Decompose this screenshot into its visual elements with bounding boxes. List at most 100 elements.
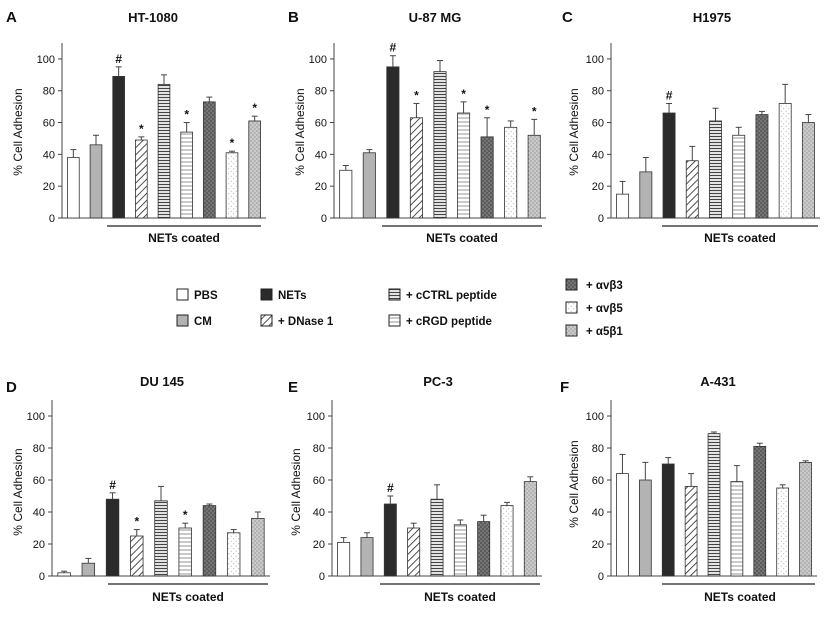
chart-title: H1975 (693, 10, 731, 25)
bar-crgd (457, 112, 471, 219)
bar-avb3 (480, 136, 494, 219)
bar-avb3 (753, 445, 767, 577)
y-tick-label: 80 (33, 443, 45, 455)
legend-label: PBS (194, 290, 218, 302)
legend-item-pbs: PBS (176, 288, 218, 302)
bar-nets (112, 76, 125, 219)
bar-cctrl (709, 120, 722, 219)
y-tick-label: 60 (313, 475, 325, 487)
bar-cm (360, 537, 374, 577)
y-tick-label: 80 (592, 443, 604, 455)
bar-pbs (616, 193, 630, 219)
bar-avb5 (500, 505, 514, 577)
y-tick-label: 0 (39, 571, 45, 583)
bar-pbs (57, 572, 71, 577)
y-tick-label: 80 (315, 86, 327, 98)
panel-e: E PC-3 % Cell Adhesion 0 20 40 60 80 100 # NE… (288, 374, 542, 604)
y-tick-label: 100 (586, 411, 604, 423)
legend-label: + DNase 1 (278, 316, 334, 328)
y-tick-label: 20 (592, 539, 604, 551)
legend-swatch (260, 314, 273, 327)
legend-label: + αvβ5 (586, 303, 623, 315)
legend-swatch (260, 288, 273, 301)
legend-item-avb5: + αvβ5 (565, 301, 623, 315)
bar-dnase (685, 160, 699, 219)
significance-star: * (252, 101, 257, 115)
bar-avb5 (778, 103, 792, 219)
y-axis-label: % Cell Adhesion (11, 448, 25, 535)
bar-a5b1 (523, 481, 537, 577)
y-tick-label: 100 (27, 411, 45, 423)
legend-item-nets: NETs (260, 288, 307, 302)
legend-swatch (176, 314, 189, 327)
y-ticks: 0 20 40 60 80 100 (309, 43, 335, 225)
y-ticks: 0 20 40 60 80 100 (27, 400, 53, 583)
bar-avb5 (776, 487, 790, 577)
y-tick-label: 60 (592, 475, 604, 487)
bar-pbs (67, 157, 80, 219)
panel-letter: C (562, 9, 573, 26)
bar-crgd (730, 481, 744, 577)
bar-dnase (135, 139, 148, 219)
panel-c: C H1975 % Cell Adhesion 0 20 40 60 80 100 # N… (562, 9, 820, 245)
significance-star: * (184, 108, 189, 122)
legend-item-avb3: + αvβ3 (565, 278, 623, 292)
significance-hash: # (109, 478, 116, 492)
panel-letter: E (288, 379, 298, 396)
bar-avb3 (202, 505, 217, 577)
chart-title: PC-3 (423, 374, 453, 389)
significance-hash: # (115, 52, 122, 66)
bar-pbs (616, 473, 629, 577)
bar-nets (386, 66, 400, 219)
y-tick-label: 60 (592, 118, 604, 130)
y-tick-label: 100 (309, 54, 327, 66)
legend-label: + α5β1 (586, 326, 623, 338)
bar-avb5 (225, 152, 239, 219)
y-tick-label: 40 (313, 507, 325, 519)
group-label: NETs coated (148, 231, 220, 245)
bar-cctrl (430, 498, 444, 577)
y-ticks: 0 20 40 60 80 100 (586, 400, 612, 583)
bar-cm (638, 479, 652, 577)
significance-star: * (461, 87, 466, 101)
bar-cm (362, 152, 376, 219)
legend-label: + cRGD peptide (406, 316, 492, 328)
y-tick-label: 40 (315, 149, 327, 161)
bar-crgd (180, 131, 193, 219)
group-label: NETs coated (152, 590, 224, 604)
y-tick-label: 20 (313, 539, 325, 551)
y-tick-label: 60 (33, 475, 45, 487)
y-tick-label: 60 (43, 118, 55, 130)
bar-avb5 (504, 126, 518, 219)
y-tick-label: 20 (43, 181, 55, 193)
bar-avb3 (755, 114, 769, 219)
panel-letter: D (6, 379, 17, 396)
significance-hash: # (666, 88, 673, 102)
chart-title: U-87 MG (409, 10, 462, 25)
y-tick-label: 80 (43, 86, 55, 98)
y-axis-label: % Cell Adhesion (567, 88, 581, 175)
significance-star: * (230, 136, 235, 150)
y-tick-label: 0 (598, 213, 604, 225)
y-ticks: 0 20 40 60 80 100 (586, 43, 612, 225)
legend-swatch (388, 288, 401, 301)
y-tick-label: 40 (592, 149, 604, 161)
legend-swatch (565, 301, 578, 314)
bar-a5b1 (799, 461, 812, 577)
panel-f: F A-431 % Cell Adhesion 0 20 40 60 80 100 NET… (560, 374, 817, 604)
y-tick-label: 100 (586, 54, 604, 66)
group-label: NETs coated (704, 590, 776, 604)
legend-swatch (176, 288, 189, 301)
y-axis-label: % Cell Adhesion (289, 448, 303, 535)
bars: # (611, 83, 820, 219)
legend-swatch (565, 278, 578, 291)
y-tick-label: 80 (313, 443, 325, 455)
bar-crgd (453, 524, 467, 577)
bar-cm (81, 562, 96, 577)
y-tick-label: 0 (321, 213, 327, 225)
panel-letter: B (288, 9, 299, 26)
bar-cm (639, 171, 653, 219)
bar-cctrl (433, 71, 447, 219)
bars (611, 431, 817, 577)
y-tick-label: 40 (43, 149, 55, 161)
